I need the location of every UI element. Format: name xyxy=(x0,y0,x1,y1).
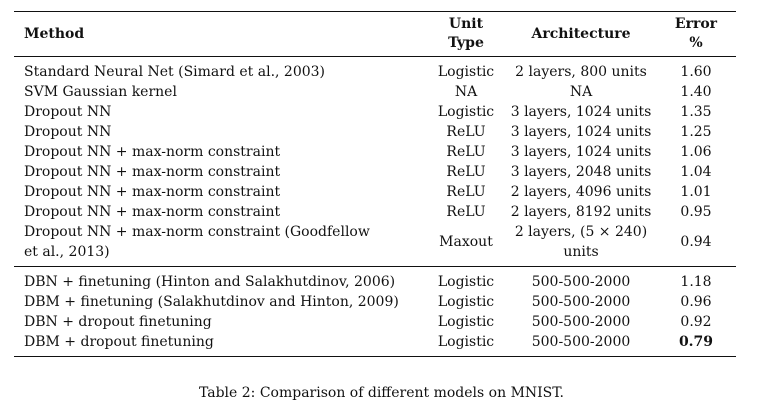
cell-method: DBM + finetuning (Salakhutdinov and Hint… xyxy=(24,294,399,310)
results-table-container: Method Unit Type Architecture Error % St… xyxy=(14,11,736,357)
cell-error: 1.35 xyxy=(680,104,712,120)
table-group-pretrained-models: DBN + finetuning (Hinton and Salakhutdin… xyxy=(14,266,736,357)
header-method: Method xyxy=(24,25,85,42)
table-row: Dropout NN ReLU 3 layers, 1024 units 1.2… xyxy=(14,122,736,142)
header-architecture: Architecture xyxy=(531,25,631,42)
cell-architecture: 2 layers, (5 × 240) units xyxy=(506,222,656,267)
cell-unit-type: Logistic xyxy=(437,294,495,310)
cell-error-best: 0.79 xyxy=(656,332,736,357)
cell-architecture-line1: 2 layers, (5 × 240) xyxy=(514,224,648,240)
table-row: DBN + finetuning (Hinton and Salakhutdin… xyxy=(14,266,736,292)
table-row: Standard Neural Net (Simard et al., 2003… xyxy=(14,57,736,83)
cell-method-line2: et al., 2013) xyxy=(24,244,110,260)
cell-error: 1.06 xyxy=(680,144,712,160)
header-error-line1: Error xyxy=(674,16,718,32)
cell-unit-type: ReLU xyxy=(446,184,486,200)
table-group-dropout-models: Standard Neural Net (Simard et al., 2003… xyxy=(14,57,736,267)
table-row: DBN + dropout finetuning Logistic 500-50… xyxy=(14,312,736,332)
cell-unit-type: ReLU xyxy=(446,144,486,160)
cell-architecture: 2 layers, 8192 units xyxy=(510,204,652,220)
table-row: DBM + finetuning (Salakhutdinov and Hint… xyxy=(14,292,736,312)
header-error-line2: % xyxy=(689,35,703,51)
cell-unit-type: ReLU xyxy=(446,204,486,220)
header-unit-type-line1: Unit xyxy=(448,16,484,32)
table-row: Dropout NN Logistic 3 layers, 1024 units… xyxy=(14,102,736,122)
cell-method: Dropout NN + max-norm constraint xyxy=(24,144,281,160)
cell-error: 1.18 xyxy=(656,266,736,292)
cell-architecture: 3 layers, 2048 units xyxy=(510,164,652,180)
table-row: Dropout NN + max-norm constraint ReLU 3 … xyxy=(14,162,736,182)
cell-method: Dropout NN xyxy=(24,124,112,140)
cell-method: DBM + dropout finetuning xyxy=(14,332,426,357)
cell-error: 1.04 xyxy=(680,164,712,180)
cell-unit-type: NA xyxy=(454,84,478,100)
cell-error: 1.40 xyxy=(680,84,712,100)
cell-method: Dropout NN + max-norm constraint xyxy=(24,204,281,220)
cell-architecture: 2 layers, 800 units xyxy=(515,64,647,80)
cell-method: SVM Gaussian kernel xyxy=(24,84,177,100)
table-row: SVM Gaussian kernel NA NA 1.40 xyxy=(14,82,736,102)
cell-unit-type: ReLU xyxy=(446,164,486,180)
cell-error: 0.96 xyxy=(680,294,712,310)
cell-architecture: NA xyxy=(569,84,593,100)
cell-architecture: 500-500-2000 xyxy=(506,266,656,292)
table-caption: Table 2: Comparison of different models … xyxy=(198,385,565,401)
cell-error: 1.25 xyxy=(680,124,712,140)
cell-architecture: 3 layers, 1024 units xyxy=(510,104,652,120)
cell-architecture: 500-500-2000 xyxy=(531,314,631,330)
cell-unit-type: Logistic xyxy=(426,332,506,357)
table-row: DBM + dropout finetuning Logistic 500-50… xyxy=(14,332,736,357)
cell-method: Dropout NN + max-norm constraint (Goodfe… xyxy=(14,222,426,267)
cell-unit-type: Maxout xyxy=(439,234,493,250)
cell-method: Standard Neural Net (Simard et al., 2003… xyxy=(24,64,326,80)
cell-method: Dropout NN + max-norm constraint xyxy=(24,164,281,180)
table-row: Dropout NN + max-norm constraint ReLU 2 … xyxy=(14,202,736,222)
cell-error: 0.92 xyxy=(680,314,712,330)
cell-method: Dropout NN xyxy=(24,104,112,120)
mnist-results-table: Method Unit Type Architecture Error % St… xyxy=(14,11,736,357)
cell-unit-type: ReLU xyxy=(446,124,486,140)
cell-unit-type: Logistic xyxy=(426,266,506,292)
header-unit-type: Unit Type xyxy=(426,12,506,57)
table-row: Dropout NN + max-norm constraint (Goodfe… xyxy=(14,222,736,267)
cell-architecture-line2: units xyxy=(563,244,599,260)
header-unit-type-line2: Type xyxy=(448,35,484,51)
table-row: Dropout NN + max-norm constraint ReLU 3 … xyxy=(14,142,736,162)
cell-unit-type: Logistic xyxy=(437,64,495,80)
cell-error: 0.94 xyxy=(680,234,712,250)
cell-architecture: 3 layers, 1024 units xyxy=(510,144,652,160)
cell-method: DBN + finetuning (Hinton and Salakhutdin… xyxy=(14,266,426,292)
cell-unit-type: Logistic xyxy=(437,104,495,120)
cell-error: 1.60 xyxy=(680,64,712,80)
cell-method: Dropout NN + max-norm constraint xyxy=(24,184,281,200)
table-header-row: Method Unit Type Architecture Error % xyxy=(14,11,736,57)
cell-architecture: 2 layers, 4096 units xyxy=(510,184,652,200)
cell-architecture: 3 layers, 1024 units xyxy=(510,124,652,140)
header-error: Error % xyxy=(656,12,736,57)
cell-error: 0.95 xyxy=(680,204,712,220)
cell-architecture: 500-500-2000 xyxy=(531,294,631,310)
cell-method: DBN + dropout finetuning xyxy=(24,314,212,330)
cell-error: 1.01 xyxy=(680,184,712,200)
table-row: Dropout NN + max-norm constraint ReLU 2 … xyxy=(14,182,736,202)
cell-method-line1: Dropout NN + max-norm constraint (Goodfe… xyxy=(24,224,370,240)
cell-unit-type: Logistic xyxy=(437,314,495,330)
cell-architecture: 500-500-2000 xyxy=(506,332,656,357)
